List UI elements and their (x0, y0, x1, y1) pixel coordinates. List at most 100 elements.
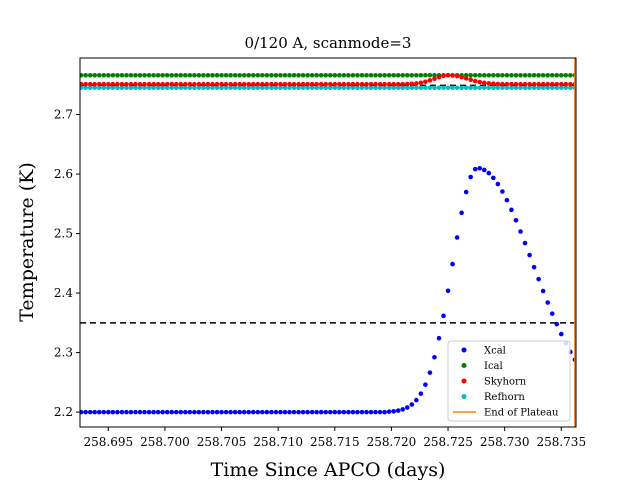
legend-marker (461, 394, 467, 399)
point-ical (400, 72, 406, 78)
point-skyhorn (228, 81, 233, 87)
point-ical (269, 72, 274, 78)
series-xcal (80, 165, 576, 415)
point-xcal (87, 409, 93, 415)
point-refhorn (264, 85, 270, 91)
point-skyhorn (214, 81, 220, 87)
point-ical (273, 72, 279, 78)
point-ical (386, 72, 392, 78)
point-refhorn (350, 85, 356, 91)
point-xcal (332, 409, 338, 415)
point-skyhorn (309, 81, 315, 87)
point-skyhorn (568, 81, 573, 87)
point-refhorn (241, 85, 247, 91)
point-refhorn (173, 85, 179, 91)
point-xcal (436, 335, 442, 341)
point-ical (545, 72, 550, 78)
point-skyhorn (518, 81, 523, 87)
point-ical (414, 72, 419, 78)
point-ical (323, 72, 329, 78)
x-tick-label: 258.710 (253, 435, 303, 449)
point-skyhorn (142, 81, 147, 87)
point-refhorn (486, 85, 492, 91)
point-ical (536, 72, 541, 78)
point-refhorn (545, 85, 550, 91)
point-skyhorn (327, 81, 333, 87)
point-ical (287, 72, 292, 78)
point-ical (296, 72, 301, 78)
legend-marker (461, 347, 467, 353)
point-refhorn (187, 85, 193, 91)
point-skyhorn (391, 81, 396, 87)
point-skyhorn (558, 81, 564, 87)
point-refhorn (364, 85, 369, 91)
point-xcal (450, 261, 455, 267)
point-xcal (309, 409, 315, 415)
point-refhorn (146, 85, 152, 91)
point-skyhorn (386, 81, 392, 87)
point-refhorn (287, 85, 292, 91)
point-refhorn (164, 85, 170, 91)
point-ical (155, 72, 161, 78)
point-xcal (269, 409, 274, 415)
point-skyhorn (414, 81, 419, 86)
point-refhorn (513, 85, 519, 91)
point-skyhorn (500, 81, 505, 87)
point-skyhorn (531, 81, 537, 87)
point-skyhorn (151, 81, 156, 87)
point-refhorn (119, 85, 125, 91)
point-refhorn (260, 85, 265, 91)
point-xcal (518, 229, 523, 234)
point-skyhorn (545, 81, 550, 87)
point-skyhorn (549, 81, 555, 87)
point-xcal (441, 313, 446, 319)
point-refhorn (491, 85, 496, 91)
point-xcal (151, 409, 156, 415)
point-ical (101, 72, 107, 78)
point-skyhorn (205, 81, 211, 87)
point-ical (201, 72, 206, 78)
point-skyhorn (563, 81, 569, 87)
legend-item-ical: Ical (461, 361, 503, 372)
point-xcal (454, 235, 460, 240)
point-refhorn (318, 85, 324, 91)
point-refhorn (432, 85, 437, 91)
point-xcal (210, 409, 215, 415)
point-refhorn (346, 85, 351, 91)
point-ical (327, 72, 333, 78)
point-skyhorn (80, 81, 84, 87)
point-refhorn (509, 85, 514, 91)
point-skyhorn (318, 81, 324, 87)
point-ical (377, 72, 383, 78)
point-xcal (155, 409, 161, 415)
point-refhorn (80, 85, 84, 91)
point-ical (568, 72, 573, 78)
point-refhorn (169, 85, 175, 91)
point-skyhorn (178, 81, 184, 87)
y-tick-label: 2.5 (54, 227, 73, 241)
point-skyhorn (296, 81, 301, 87)
point-ical (250, 72, 256, 78)
point-xcal (142, 409, 147, 415)
series-ical (80, 72, 576, 78)
point-skyhorn (382, 81, 387, 87)
point-refhorn (101, 85, 107, 91)
point-ical (554, 72, 560, 78)
point-xcal (545, 300, 550, 305)
point-xcal (282, 409, 288, 415)
point-xcal (237, 409, 242, 415)
point-refhorn (468, 85, 473, 91)
point-refhorn (377, 85, 383, 91)
legend-box (447, 340, 571, 422)
point-refhorn (250, 85, 256, 91)
point-refhorn (309, 85, 315, 91)
point-skyhorn (522, 81, 528, 87)
point-refhorn (246, 85, 252, 91)
point-xcal (305, 409, 310, 415)
point-refhorn (160, 85, 165, 91)
point-skyhorn (260, 81, 265, 87)
point-refhorn (178, 85, 184, 91)
point-skyhorn (513, 81, 519, 87)
point-refhorn (192, 85, 197, 91)
point-skyhorn (110, 81, 116, 87)
